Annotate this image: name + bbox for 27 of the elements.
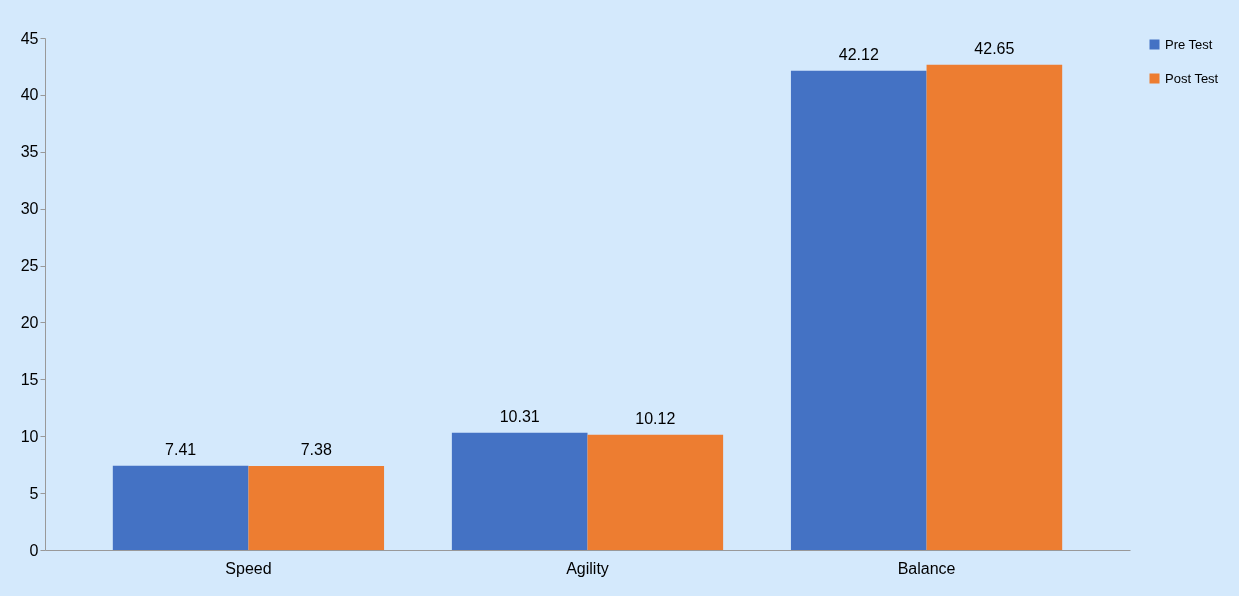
y-tick-label: 25 (20, 257, 39, 275)
bar (451, 432, 588, 550)
data-label: 42.12 (838, 45, 879, 63)
y-tick-label: 20 (20, 313, 39, 331)
data-label: 10.12 (635, 409, 676, 427)
y-tick-label: 0 (29, 541, 39, 559)
y-tick-label: 5 (29, 484, 39, 502)
bar (790, 70, 927, 550)
x-tick-label: Agility (566, 559, 609, 577)
y-tick-label: 10 (20, 427, 39, 445)
data-label: 7.41 (165, 440, 197, 458)
bar (112, 465, 249, 550)
bar (587, 434, 724, 550)
y-tick-label: 45 (20, 29, 39, 47)
legend-label: Pre Test (1165, 36, 1213, 52)
y-tick-label: 35 (20, 143, 39, 161)
y-tick-label: 40 (20, 86, 39, 104)
data-label: 42.65 (974, 39, 1015, 57)
x-tick-label: Speed (225, 559, 272, 577)
bar (926, 64, 1063, 550)
bar (248, 466, 385, 550)
y-tick-label: 15 (20, 370, 39, 388)
data-label: 10.31 (499, 407, 540, 425)
x-tick-label: Balance (897, 559, 956, 577)
y-tick-label: 30 (20, 200, 39, 218)
data-label: 7.38 (300, 441, 332, 459)
legend-label: Post Test (1165, 70, 1219, 86)
